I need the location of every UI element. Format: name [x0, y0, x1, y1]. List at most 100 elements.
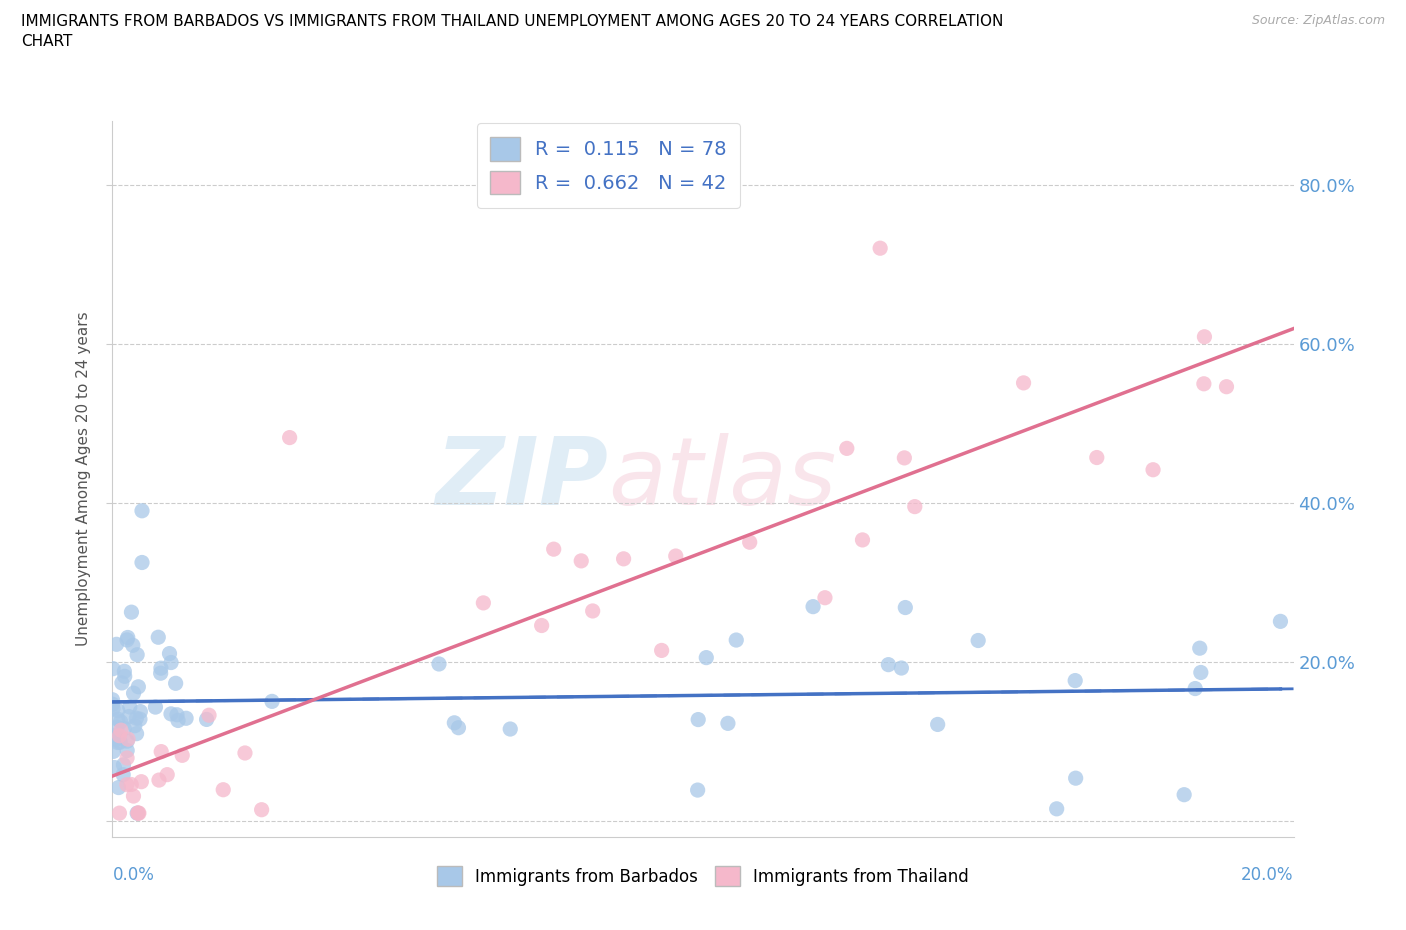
- Point: [1046, 802, 1069, 817]
- Point: [665, 549, 688, 564]
- Point: [129, 704, 152, 719]
- Point: [112, 722, 135, 737]
- Point: [904, 499, 927, 514]
- Text: ZIP: ZIP: [436, 433, 609, 525]
- Point: [160, 655, 183, 670]
- Point: [472, 595, 495, 610]
- Point: [582, 604, 605, 618]
- Point: [166, 708, 188, 723]
- Point: [121, 638, 143, 653]
- Point: [212, 782, 235, 797]
- Point: [233, 746, 256, 761]
- Point: [115, 734, 138, 749]
- Text: atlas: atlas: [609, 433, 837, 525]
- Point: [114, 669, 136, 684]
- Point: [835, 441, 858, 456]
- Point: [278, 431, 301, 445]
- Point: [149, 660, 172, 675]
- Text: 20.0%: 20.0%: [1241, 866, 1294, 884]
- Point: [118, 699, 141, 714]
- Point: [125, 711, 148, 725]
- Point: [172, 748, 194, 763]
- Point: [695, 650, 717, 665]
- Point: [145, 699, 167, 714]
- Point: [160, 707, 183, 722]
- Point: [427, 657, 450, 671]
- Point: [111, 675, 134, 690]
- Y-axis label: Unemployment Among Ages 20 to 24 years: Unemployment Among Ages 20 to 24 years: [76, 312, 91, 646]
- Point: [115, 743, 138, 758]
- Text: Source: ZipAtlas.com: Source: ZipAtlas.com: [1251, 14, 1385, 27]
- Point: [107, 780, 129, 795]
- Point: [127, 679, 149, 694]
- Point: [112, 767, 135, 782]
- Point: [101, 701, 124, 716]
- Point: [869, 241, 891, 256]
- Point: [103, 760, 125, 775]
- Point: [1012, 376, 1035, 391]
- Point: [108, 805, 131, 820]
- Point: [250, 803, 273, 817]
- Point: [159, 646, 181, 661]
- Point: [1188, 641, 1211, 656]
- Point: [530, 618, 553, 633]
- Point: [120, 604, 142, 619]
- Point: [117, 732, 139, 747]
- Point: [195, 712, 218, 727]
- Point: [127, 647, 149, 662]
- Point: [613, 551, 636, 566]
- Point: [127, 805, 149, 820]
- Point: [105, 637, 128, 652]
- Point: [110, 735, 132, 750]
- Point: [967, 633, 990, 648]
- Point: [738, 535, 761, 550]
- Point: [107, 703, 129, 718]
- Point: [814, 591, 837, 605]
- Point: [174, 711, 197, 725]
- Point: [1189, 665, 1212, 680]
- Point: [1270, 614, 1292, 629]
- Point: [115, 777, 138, 792]
- Point: [131, 555, 153, 570]
- Point: [717, 716, 740, 731]
- Point: [167, 713, 190, 728]
- Point: [124, 718, 146, 733]
- Point: [1173, 788, 1195, 803]
- Point: [851, 533, 873, 548]
- Point: [543, 541, 565, 556]
- Point: [105, 720, 128, 735]
- Point: [688, 712, 710, 727]
- Point: [148, 630, 170, 644]
- Text: IMMIGRANTS FROM BARBADOS VS IMMIGRANTS FROM THAILAND UNEMPLOYMENT AMONG AGES 20 : IMMIGRANTS FROM BARBADOS VS IMMIGRANTS F…: [21, 14, 1004, 48]
- Point: [1215, 379, 1237, 394]
- Point: [1064, 673, 1087, 688]
- Point: [103, 744, 125, 759]
- Point: [131, 775, 153, 790]
- Point: [101, 697, 124, 711]
- Point: [156, 767, 179, 782]
- Point: [127, 805, 149, 820]
- Point: [125, 726, 148, 741]
- Point: [890, 660, 912, 675]
- Point: [129, 711, 152, 726]
- Point: [118, 710, 141, 724]
- Point: [927, 717, 949, 732]
- Point: [499, 722, 522, 737]
- Point: [101, 661, 124, 676]
- Point: [894, 600, 917, 615]
- Point: [122, 685, 145, 700]
- Point: [131, 503, 153, 518]
- Point: [110, 723, 132, 737]
- Point: [1194, 329, 1216, 344]
- Point: [122, 789, 145, 804]
- Point: [103, 731, 125, 746]
- Point: [1184, 681, 1206, 696]
- Point: [148, 773, 170, 788]
- Point: [1085, 450, 1108, 465]
- Point: [877, 658, 900, 672]
- Point: [165, 676, 187, 691]
- Point: [108, 728, 131, 743]
- Point: [1142, 462, 1164, 477]
- Point: [150, 744, 173, 759]
- Point: [110, 714, 132, 729]
